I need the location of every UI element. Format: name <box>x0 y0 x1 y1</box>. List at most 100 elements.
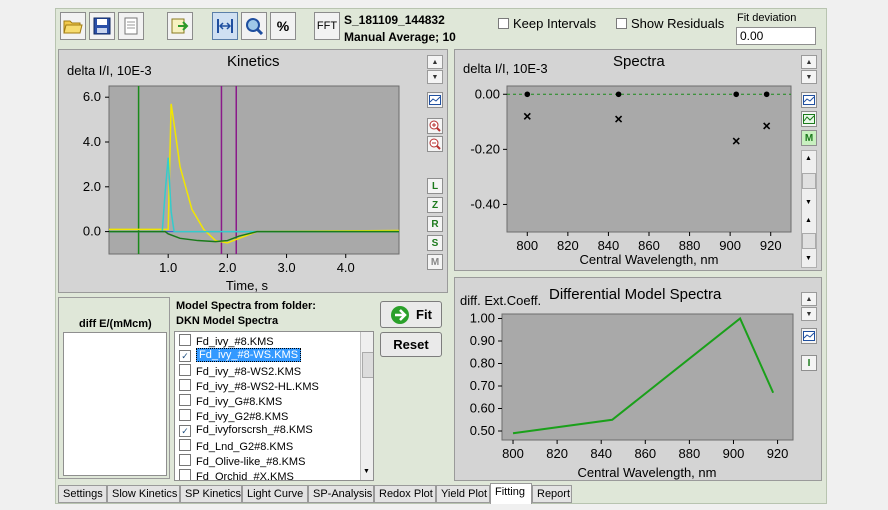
model-list-scroll-thumb[interactable] <box>362 352 373 378</box>
kinetics-series-line <box>109 230 399 243</box>
model-list-item[interactable]: Fd_ivy_#8-WS2-HL.KMS <box>179 379 319 394</box>
tab-sp-kinetics[interactable]: SP Kinetics <box>180 485 242 503</box>
model-list-item[interactable]: Fd_ivy_#8.KMS <box>179 334 274 349</box>
keep-intervals-checkbox[interactable] <box>498 18 509 29</box>
model-item-checkbox[interactable]: ✓ <box>179 350 191 362</box>
model-spectra-panel: diff. Ext.Coeff. Differential Model Spec… <box>454 277 822 481</box>
kinetics-chart[interactable]: 0.0 2.0 4.0 6.0 1.0 2.0 3.0 4.0 Time, s <box>59 50 449 294</box>
spectra-scroll-up-button[interactable]: ▲ <box>801 55 817 69</box>
model-spectra-list[interactable]: Fd_ivy_#8.KMS ✓ Fd_ivy_#8-WS.KMS Fd_ivy_#8-… <box>174 331 374 481</box>
kinetics-xtick-label: 1.0 <box>159 260 177 275</box>
average-label: Manual Average; 10 <box>344 30 456 44</box>
model-spectra-ylabel: diff. Ext.Coeff. <box>460 293 542 308</box>
spectra-x-point <box>763 122 771 130</box>
kinetics-xtick-label: 3.0 <box>278 260 296 275</box>
model-item-label: Fd_ivy_#8.KMS <box>196 336 274 348</box>
reset-button[interactable]: Reset <box>380 332 442 357</box>
percent-button[interactable]: % <box>270 12 296 40</box>
show-residuals-checkbox[interactable] <box>616 18 627 29</box>
model-list-scrollbar[interactable]: ▼ <box>360 332 373 480</box>
scroll-up-arrow-icon: ▲ <box>805 155 812 162</box>
model-item-checkbox[interactable] <box>179 334 191 346</box>
model-list-item[interactable]: ✓ Fd_ivy_#8-WS.KMS <box>179 348 302 364</box>
kinetics-btn-s[interactable]: S <box>427 235 443 251</box>
fit-button[interactable]: Fit <box>380 301 442 328</box>
spectra-panel: delta I/I, 10E-3 Spectra 0.00 -0.20 -0.40 8… <box>454 49 822 271</box>
spectra-ylabel: delta I/I, 10E-3 <box>463 61 548 76</box>
model-ytick-label: 0.70 <box>470 378 495 393</box>
model-spectra-chart[interactable]: 1.00 0.90 0.80 0.70 0.60 0.50 800 820 840 860 880 9… <box>455 278 823 482</box>
model-scroll-up-button[interactable]: ▲ <box>801 292 817 306</box>
spectra-ytick-label: -0.20 <box>470 141 500 156</box>
model-i-button[interactable]: I <box>801 355 817 371</box>
keep-intervals-label: Keep Intervals <box>513 16 597 31</box>
kinetics-btn-r[interactable]: R <box>427 216 443 232</box>
model-item-checkbox[interactable] <box>179 454 191 466</box>
model-spectra-plot-area <box>501 313 794 441</box>
model-item-checkbox[interactable] <box>179 379 191 391</box>
model-item-checkbox[interactable] <box>179 469 191 480</box>
kinetics-ytick-label: 0.0 <box>83 224 101 239</box>
spectra-dot-point <box>615 91 622 98</box>
model-scroll-down-button[interactable]: ▼ <box>801 307 817 321</box>
open-folder-icon[interactable] <box>60 12 86 40</box>
spectra-m-button[interactable]: M <box>801 130 817 146</box>
spectra-scrollbar[interactable]: ▲ ▼ ▲ ▼ <box>801 150 817 268</box>
kinetics-btn-m[interactable]: M <box>427 254 443 270</box>
model-item-checkbox[interactable]: ✓ <box>179 425 191 437</box>
fit-label: Fit <box>416 307 432 322</box>
kinetics-scroll-up-button[interactable]: ▲ <box>427 55 443 69</box>
tab-yield-plot[interactable]: Yield Plot <box>436 485 490 503</box>
model-item-label: Fd_ivy_#8-WS2-HL.KMS <box>196 381 319 393</box>
spectra-chart2-icon[interactable] <box>801 111 817 127</box>
kinetics-btn-z[interactable]: Z <box>427 197 443 213</box>
fft-button[interactable]: FFT <box>314 12 340 40</box>
show-residuals-label: Show Residuals <box>631 16 725 31</box>
tab-sp-analysis[interactable]: SP-Analysis <box>308 485 374 503</box>
zoom-out-icon[interactable] <box>427 136 443 152</box>
spectra-scroll-thumb2[interactable] <box>802 233 816 249</box>
model-item-checkbox[interactable] <box>179 409 191 421</box>
tab-fitting[interactable]: Fitting <box>490 483 532 504</box>
spectra-ytick-label: 0.00 <box>475 86 500 101</box>
tab-report[interactable]: Report <box>532 485 572 503</box>
tab-slow-kinetics[interactable]: Slow Kinetics <box>107 485 180 503</box>
zoom-in-icon[interactable] <box>427 118 443 134</box>
model-list-item[interactable]: Fd_ivy_G#8.KMS <box>179 394 282 409</box>
model-list-item[interactable]: Fd_ivy_G2#8.KMS <box>179 409 288 424</box>
kinetics-btn-l[interactable]: L <box>427 178 443 194</box>
model-list-item[interactable]: Fd_ivy_#8-WS2.KMS <box>179 364 301 379</box>
spectra-xtick-label: 820 <box>557 238 579 253</box>
spectra-ytick-label: -0.40 <box>470 196 500 211</box>
zoom-icon[interactable] <box>241 12 267 40</box>
model-chart-icon[interactable] <box>801 328 817 344</box>
model-item-label: Fd_Orchid_#X.KMS <box>196 471 294 481</box>
model-list-item[interactable]: ✓ Fd_ivyforscrsh_#8.KMS <box>179 424 313 439</box>
tab-redox-plot[interactable]: Redox Plot <box>374 485 436 503</box>
model-item-checkbox[interactable] <box>179 394 191 406</box>
save-icon[interactable] <box>89 12 115 40</box>
spectra-chart[interactable]: 0.00 -0.20 -0.40 800 820 840 860 880 900 920 Cent… <box>455 50 823 272</box>
tab-settings[interactable]: Settings <box>58 485 107 503</box>
diff-e-header: diff E/(mMcm) <box>79 318 152 330</box>
spectra-xtick-label: 880 <box>679 238 701 253</box>
fit-deviation-input[interactable]: 0.00 <box>736 27 816 45</box>
spectra-scroll-thumb[interactable] <box>802 173 816 189</box>
spectra-xtick-label: 900 <box>719 238 741 253</box>
document-icon[interactable] <box>118 12 144 40</box>
tab-light-curve[interactable]: Light Curve <box>242 485 308 503</box>
spectra-chart-icon[interactable] <box>801 92 817 108</box>
model-list-item[interactable]: Fd_Lnd_G2#8.KMS <box>179 439 293 454</box>
kinetics-panel: delta I/I, 10E-3 Kinetics 0.0 2.0 4.0 6.0 1.… <box>58 49 448 293</box>
diff-e-list[interactable] <box>63 332 167 476</box>
model-list-item[interactable]: Fd_Olive-like_#8.KMS <box>179 454 305 469</box>
model-item-checkbox[interactable] <box>179 439 191 451</box>
kinetics-scroll-down-button[interactable]: ▼ <box>427 70 443 84</box>
kinetics-chart-icon[interactable] <box>427 92 443 108</box>
scroll-up2-arrow-icon: ▲ <box>805 217 812 224</box>
model-item-checkbox[interactable] <box>179 364 191 376</box>
fit-width-icon[interactable] <box>212 12 238 40</box>
export-icon[interactable] <box>167 12 193 40</box>
model-list-item[interactable]: Fd_Orchid_#X.KMS <box>179 469 294 481</box>
spectra-scroll-down-button[interactable]: ▼ <box>801 70 817 84</box>
